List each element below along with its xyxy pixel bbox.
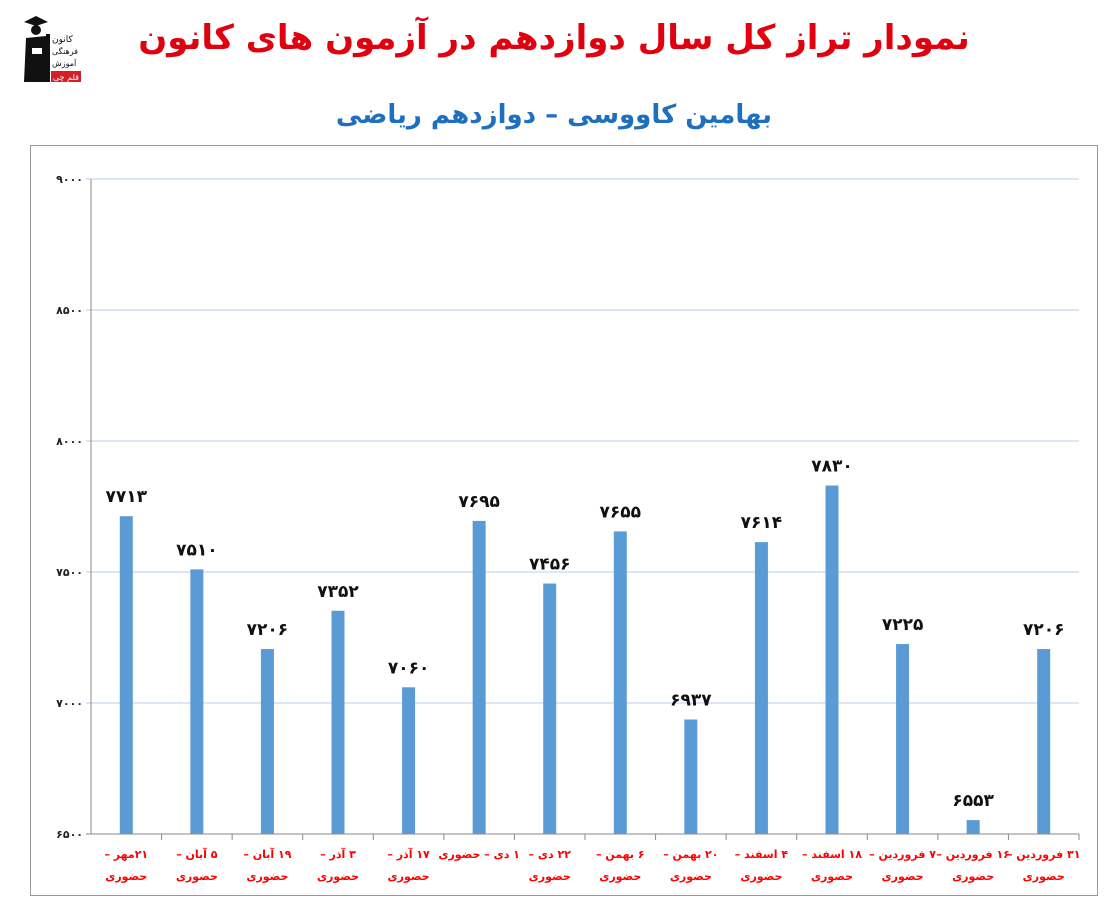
x-tick-label: حضوری <box>317 870 359 883</box>
chart-title: نمودار تراز کل سال دوازدهم در آزمون های … <box>138 18 970 58</box>
bar <box>684 719 698 834</box>
x-tick-label: ۳ آذر – <box>320 847 356 861</box>
data-label: ۷۲۲۵ <box>882 615 924 635</box>
data-label: ۷۷۱۳ <box>106 487 148 507</box>
logo-text-1: کانون <box>52 35 74 45</box>
data-label: ۷۲۰۶ <box>1023 620 1065 640</box>
bar <box>260 649 274 834</box>
data-label: ۶۹۳۷ <box>670 691 712 711</box>
logo: کانون فرهنگی آموزش قلم چی <box>20 12 84 88</box>
x-tick-label: حضوری <box>811 870 853 883</box>
y-tick-label: ۷۰۰۰ <box>56 697 83 710</box>
data-label: ۶۵۵۳ <box>952 791 994 811</box>
x-tick-label: ۵ آبان – <box>176 847 218 861</box>
x-tick-label: حضوری <box>740 870 782 883</box>
data-label: ۷۸۳۰ <box>811 457 853 477</box>
logo-text-3: آموزش <box>52 58 77 68</box>
x-tick-label: حضوری <box>599 870 641 883</box>
x-tick-label: حضوری <box>176 870 218 883</box>
x-tick-label: ۳۱ فروردین – <box>1007 848 1081 861</box>
logo-text-4: قلم چی <box>53 73 79 82</box>
x-tick-label: ۷ فروردین – <box>869 848 936 861</box>
x-tick-label: حضوری <box>1023 870 1065 883</box>
data-label: ۷۶۱۴ <box>741 513 783 533</box>
chart-area: ۶۵۰۰ ۷۰۰۰ ۷۵۰۰ ۸۰۰۰ ۸۵۰۰ ۹۰۰۰ ۷۷۱۳ ۲۱مهر – حضوری… <box>30 145 1098 896</box>
bar <box>543 583 557 834</box>
y-tick-label: ۸۵۰۰ <box>56 304 83 317</box>
data-label: ۷۵۱۰ <box>176 540 218 560</box>
data-label: ۷۴۵۶ <box>529 555 571 575</box>
y-tick-label: ۹۰۰۰ <box>56 173 83 186</box>
x-tick-label: حضوری <box>670 870 712 883</box>
chart-subtitle: بهامین کاووسی – دوازدهم ریاضی <box>335 100 773 130</box>
data-label: ۷۰۶۰ <box>388 658 430 678</box>
data-label: ۷۶۹۵ <box>458 492 500 512</box>
x-tick-label: حضوری <box>388 870 430 883</box>
y-tick-label: ۷۵۰۰ <box>56 566 83 579</box>
bar <box>754 542 768 834</box>
x-tick-label: حضوری <box>246 870 288 883</box>
x-tick-label: ۶ بهمن – <box>596 848 645 861</box>
x-tick-label: ۲۱مهر – <box>104 848 148 861</box>
x-tick-label: حضوری <box>952 870 994 883</box>
x-tick-label: ۱ دی – حضوری <box>438 848 520 861</box>
x-tick-label: ۴ اسفند – <box>735 848 789 861</box>
y-tick-label: ۶۵۰۰ <box>56 828 83 841</box>
x-tick-label: ۲۲ دی – <box>529 848 572 861</box>
x-tick-label: ۱۷ آذر – <box>387 847 430 861</box>
bar-chart: ۶۵۰۰ ۷۰۰۰ ۷۵۰۰ ۸۰۰۰ ۸۵۰۰ ۹۰۰۰ ۷۷۱۳ ۲۱مهر – حضوری… <box>56 173 1081 883</box>
bar <box>331 610 345 834</box>
bar <box>613 531 627 834</box>
x-tick-label: ۱۶ فروردین – <box>936 848 1010 861</box>
data-label: ۷۲۰۶ <box>247 620 289 640</box>
x-tick-label: ۱۹ آبان – <box>243 847 291 861</box>
bar <box>896 644 910 834</box>
bar <box>966 820 980 834</box>
x-tick-label: حضوری <box>105 870 147 883</box>
bar <box>402 687 416 834</box>
bar <box>472 520 486 834</box>
x-tick-label: حضوری <box>529 870 571 883</box>
data-label: ۷۳۵۲ <box>317 582 359 602</box>
x-tick-label: ۲۰ بهمن – <box>663 848 718 861</box>
logo-text-2: فرهنگی <box>52 46 78 56</box>
y-tick-label: ۸۰۰۰ <box>56 435 83 448</box>
bar <box>190 569 204 834</box>
bar <box>825 485 839 834</box>
bar <box>119 516 133 834</box>
x-tick-label: ۱۸ اسفند – <box>802 848 862 861</box>
x-tick-label: حضوری <box>882 870 924 883</box>
data-label: ۷۶۵۵ <box>600 502 642 522</box>
bar <box>1037 649 1051 834</box>
